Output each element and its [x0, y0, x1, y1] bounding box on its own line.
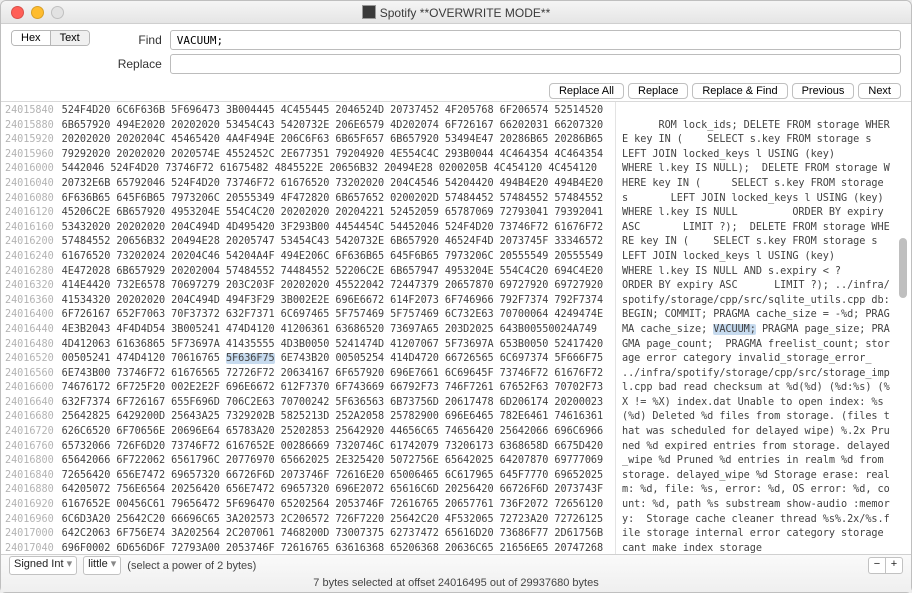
ascii-text: ROM lock_ids; DELETE FROM storage WHERE … [622, 120, 911, 335]
find-action-row: Replace All Replace Replace & Find Previ… [1, 80, 911, 102]
titlebar: Spotify **OVERWRITE MODE** [1, 1, 911, 24]
toolbar: Hex Text Find Replace [1, 24, 911, 80]
ascii-pane[interactable]: ROM lock_ids; DELETE FROM storage WHERE … [616, 102, 911, 554]
format-select[interactable]: Signed Int ▾ [9, 556, 77, 575]
replace-button[interactable]: Replace [628, 83, 688, 99]
scrollbar[interactable] [897, 104, 909, 552]
view-mode-toggle[interactable]: Hex Text [11, 30, 90, 46]
endian-select[interactable]: little ▾ [83, 556, 121, 575]
status-text: 7 bytes selected at offset 24016495 out … [1, 576, 911, 592]
replace-find-button[interactable]: Replace & Find [692, 83, 787, 99]
text-tab[interactable]: Text [51, 31, 89, 45]
find-input[interactable] [170, 30, 901, 50]
hex-data[interactable]: 524F4D20 6C6F636B 5F696473 3B004445 4C45… [58, 104, 607, 554]
hex-editor-window: Spotify **OVERWRITE MODE** Hex Text Find… [0, 0, 912, 593]
next-button[interactable]: Next [858, 83, 901, 99]
replace-label: Replace [102, 57, 170, 71]
offset-column: 24015840 24015880 24015920 24015960 2401… [1, 104, 58, 554]
hex-tab[interactable]: Hex [12, 31, 51, 45]
document-icon [362, 5, 376, 19]
ascii-text: PRAGMA page_size; PRAGMA page_count; PRA… [622, 324, 890, 554]
window-title: Spotify **OVERWRITE MODE** [1, 5, 911, 20]
find-label: Find [102, 33, 170, 47]
content: 24015840 24015880 24015920 24015960 2401… [1, 102, 911, 554]
plus-icon[interactable]: + [885, 557, 903, 574]
value-readout: (select a power of 2 bytes) [127, 560, 862, 572]
replace-all-button[interactable]: Replace All [549, 83, 624, 99]
ascii-selection[interactable]: VACUUM; [713, 324, 756, 335]
byte-width-stepper[interactable]: − + [868, 557, 903, 574]
previous-button[interactable]: Previous [792, 83, 855, 99]
replace-input[interactable] [170, 54, 901, 74]
minus-icon[interactable]: − [868, 557, 885, 574]
hex-pane[interactable]: 24015840 24015880 24015920 24015960 2401… [1, 102, 616, 554]
footer: Signed Int ▾ little ▾ (select a power of… [1, 554, 911, 592]
scroll-thumb[interactable] [899, 238, 907, 298]
